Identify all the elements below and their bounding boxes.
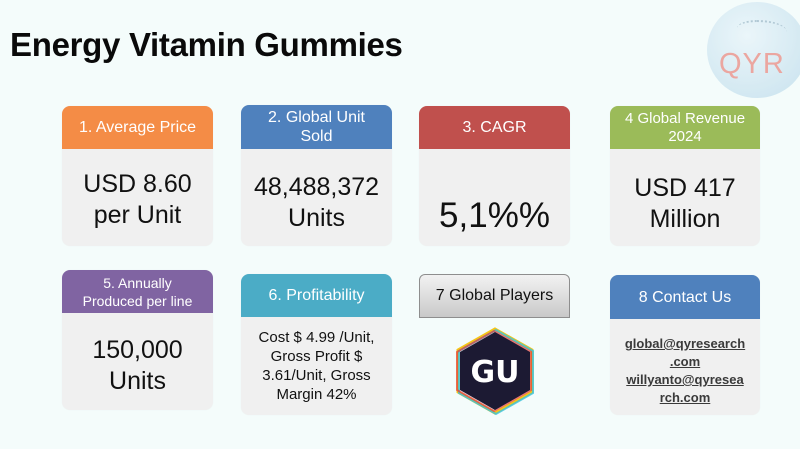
card-header-line: 2. Global Unit <box>268 109 365 126</box>
card-value: 5,1%% <box>439 196 550 235</box>
email-text: willyanto@qyresea <box>626 372 744 387</box>
card-header: 3. CAGR <box>419 106 570 149</box>
card-global-unit-sold: 2. Global Unit Sold 48,488,372 Units <box>241 105 392 246</box>
card-average-price: 1. Average Price USD 8.60 per Unit <box>62 106 213 246</box>
card-body: global@qyresearch .com willyanto@qyresea r… <box>610 319 760 415</box>
card-body: 48,488,372 Units <box>241 149 392 246</box>
card-value-line: per Unit <box>93 200 182 229</box>
card-value-line: Million <box>649 204 721 233</box>
card-body: 5,1%% <box>419 149 570 246</box>
card-profitability: 6. Profitability Cost $ 4.99 /Unit, Gros… <box>241 274 392 415</box>
email-text: .com <box>669 354 701 369</box>
logo-text: QYR <box>719 48 785 80</box>
card-header-line: 2024 <box>668 127 702 145</box>
card-header: 8 Contact Us <box>610 275 760 319</box>
card-text-line: Margin 42% <box>276 386 357 403</box>
card-header: 1. Average Price <box>62 106 213 149</box>
email-link-willyanto[interactable]: willyanto@qyresea rch.com <box>625 371 745 407</box>
card-body: 150,000 Units <box>62 313 213 410</box>
global-players-button[interactable]: 7 Global Players <box>419 274 570 318</box>
card-cagr: 3. CAGR 5,1%% <box>419 106 570 246</box>
card-value-line: USD 8.60 <box>83 169 192 198</box>
card-body: Cost $ 4.99 /Unit, Gross Profit $ 3.61/U… <box>241 317 392 415</box>
card-header: 6. Profitability <box>241 274 392 317</box>
card-text-line: 3.61/Unit, Gross <box>262 367 371 384</box>
card-text-line: Gross Profit $ <box>270 348 363 365</box>
card-global-revenue: 4 Global Revenue 2024 USD 417 Million <box>610 106 760 246</box>
page-title: Energy Vitamin Gummies <box>10 26 403 63</box>
card-value-line: USD 417 <box>634 173 736 202</box>
gu-logo-text: GU <box>471 355 520 390</box>
card-value-line: 48,488,372 <box>253 172 380 201</box>
card-header: 5. Annually Produced per line <box>62 270 213 313</box>
card-header: 2. Global Unit Sold <box>241 105 392 149</box>
globe-land-decoration <box>737 20 787 40</box>
card-header-line: 4 Global Revenue <box>624 109 746 127</box>
card-header-line: 5. Annually <box>103 274 172 291</box>
card-value-line: Units <box>109 366 166 395</box>
card-header: 4 Global Revenue 2024 <box>610 106 760 149</box>
email-link-global[interactable]: global@qyresearch .com <box>625 335 745 371</box>
card-body: USD 8.60 per Unit <box>62 149 213 246</box>
card-header-line: Sold <box>300 128 333 145</box>
card-annually-produced: 5. Annually Produced per line 150,000 Un… <box>62 270 213 410</box>
gu-brand-logo-icon: GU <box>456 327 534 416</box>
card-value-line: Units <box>288 203 345 232</box>
card-body: USD 417 Million <box>610 149 760 246</box>
card-text-line: Cost $ 4.99 /Unit, <box>258 329 375 346</box>
qyr-globe-logo-icon: QYR <box>707 2 800 98</box>
card-value-line: 150,000 <box>92 335 183 364</box>
card-header-line: Produced per line <box>82 292 193 309</box>
email-text: rch.com <box>659 390 711 405</box>
card-contact-us: 8 Contact Us global@qyresearch .com willy… <box>610 275 760 415</box>
email-text: global@qyresearch <box>624 336 746 351</box>
